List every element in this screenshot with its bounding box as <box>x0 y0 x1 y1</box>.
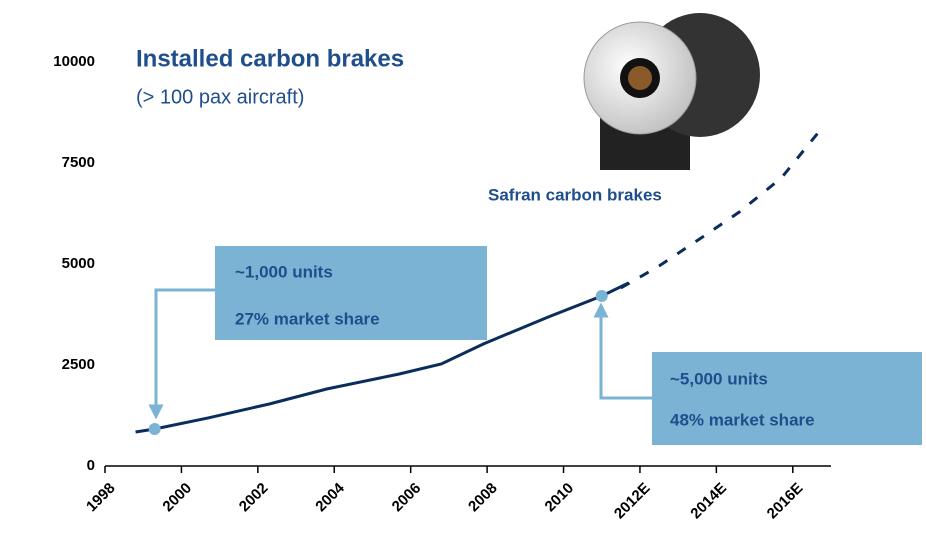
callout-box <box>652 352 922 445</box>
x-tick-label: 2010 <box>542 480 578 516</box>
annotation: 27% market share <box>235 309 380 328</box>
callout-arrow <box>156 290 215 412</box>
x-tick-label: 2006 <box>389 480 425 516</box>
point-marker <box>596 290 608 302</box>
y-tick-label: 2500 <box>62 356 95 373</box>
x-tick-label: 2016E <box>764 480 807 523</box>
brake-image <box>584 13 760 170</box>
chart-title: Installed carbon brakes <box>136 45 404 72</box>
annotation: Safran carbon brakes <box>488 185 662 204</box>
x-tick-label: 2002 <box>236 480 272 516</box>
callout-arrow <box>601 310 652 398</box>
y-tick-label: 10000 <box>53 53 95 70</box>
annotation: ~5,000 units <box>670 369 768 388</box>
x-tick-label: 2000 <box>159 480 195 516</box>
y-tick-label: 5000 <box>62 255 95 272</box>
point-marker <box>149 423 161 435</box>
chart-subtitle: (> 100 pax aircraft) <box>136 86 304 108</box>
x-tick-label: 2014E <box>687 480 730 523</box>
annotations: ~1,000 units 27% market share ~5,000 uni… <box>156 185 922 445</box>
x-tick-label: 2008 <box>465 480 501 516</box>
page: {"chart_data": {"type": "line", "title":… <box>0 0 926 549</box>
x-tick-label: 2012E <box>611 480 654 523</box>
x-tick-label: 2004 <box>312 479 348 515</box>
y-tick-label: 7500 <box>62 154 95 171</box>
annotation: ~1,000 units <box>235 262 333 281</box>
x-tick-label: 1998 <box>83 480 119 516</box>
chart: Installed carbon brakes (> 100 pax aircr… <box>0 0 926 549</box>
y-tick-label: 0 <box>87 457 95 474</box>
annotation: 48% market share <box>670 410 815 429</box>
